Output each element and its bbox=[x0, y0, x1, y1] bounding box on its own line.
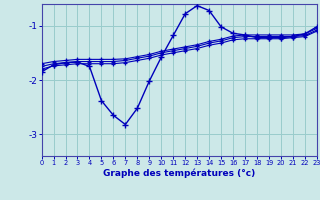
X-axis label: Graphe des températures (°c): Graphe des températures (°c) bbox=[103, 169, 255, 178]
